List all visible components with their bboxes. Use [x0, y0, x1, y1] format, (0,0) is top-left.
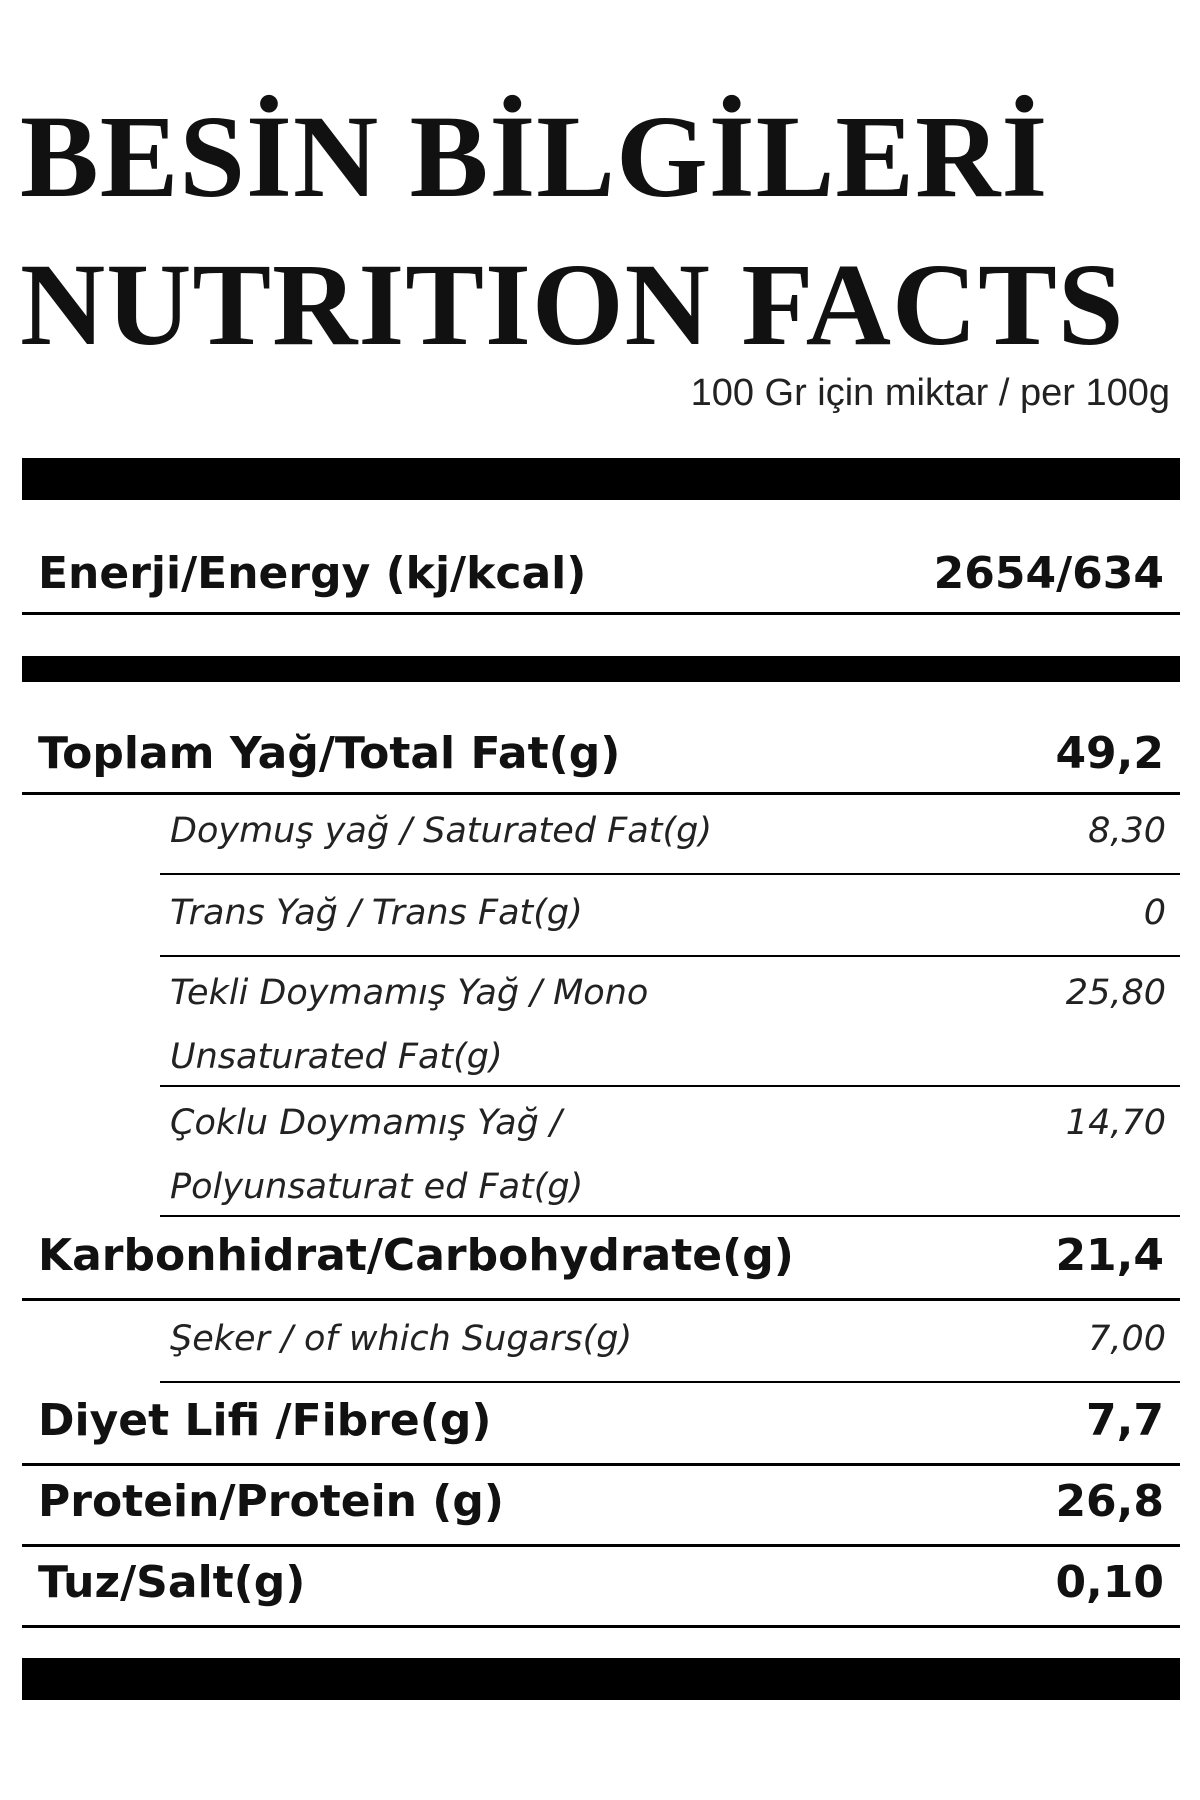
row-value: 8,30 [1088, 811, 1166, 851]
row-label: Karbonhidrat/Carbohydrate(g) [38, 1230, 794, 1281]
thick-divider [22, 656, 1180, 682]
row-value: 7,7 [1086, 1395, 1164, 1446]
row-value: 26,8 [1055, 1476, 1164, 1527]
row-label: Çoklu Doymamış Yağ / Polyunsaturat ed Fa… [170, 1103, 584, 1207]
row-sugars: Şeker / of which Sugars(g) 7,00 [160, 1301, 1180, 1383]
thick-divider [22, 458, 1180, 500]
row-protein: Protein/Protein (g) 26,8 [22, 1466, 1180, 1547]
row-energy: Enerji/Energy (kj/kcal) 2654/634 [22, 540, 1180, 615]
row-poly-unsaturated-fat: Çoklu Doymamış Yağ / Polyunsaturat ed Fa… [160, 1087, 1180, 1217]
row-value: 25,80 [1065, 973, 1166, 1013]
thick-divider [22, 1658, 1180, 1700]
row-label: Doymuş yağ / Saturated Fat(g) [170, 811, 712, 851]
row-value: 0 [1143, 893, 1166, 933]
serving-size: 100 Gr için miktar / per 100g [690, 372, 1170, 414]
row-label: Tekli Doymamış Yağ / Mono Unsaturated Fa… [170, 973, 649, 1077]
row-carbohydrate: Karbonhidrat/Carbohydrate(g) 21,4 [22, 1218, 1180, 1301]
row-label: Tuz/Salt(g) [38, 1557, 306, 1608]
row-fibre: Diyet Lifi /Fibre(g) 7,7 [22, 1383, 1180, 1466]
row-label: Diyet Lifi /Fibre(g) [38, 1395, 492, 1446]
row-value: 2654/634 [933, 548, 1164, 599]
row-value: 7,00 [1088, 1319, 1166, 1359]
row-label: Trans Yağ / Trans Fat(g) [170, 893, 583, 933]
row-mono-unsaturated-fat: Tekli Doymamış Yağ / Mono Unsaturated Fa… [160, 957, 1180, 1087]
title-turkish: BESİN BİLGİLERİ [20, 91, 1049, 222]
row-label: Şeker / of which Sugars(g) [170, 1319, 633, 1359]
row-value: 49,2 [1055, 728, 1164, 779]
row-saturated-fat: Doymuş yağ / Saturated Fat(g) 8,30 [160, 795, 1180, 875]
row-label: Enerji/Energy (kj/kcal) [38, 548, 587, 599]
row-value: 14,70 [1065, 1103, 1166, 1143]
row-total-fat: Toplam Yağ/Total Fat(g) 49,2 [22, 720, 1180, 795]
title-english: NUTRITION FACTS [20, 239, 1125, 370]
row-label: Toplam Yağ/Total Fat(g) [38, 728, 621, 779]
row-salt: Tuz/Salt(g) 0,10 [22, 1547, 1180, 1628]
row-label: Protein/Protein (g) [38, 1476, 505, 1527]
row-value: 0,10 [1055, 1557, 1164, 1608]
row-value: 21,4 [1055, 1230, 1164, 1281]
row-trans-fat: Trans Yağ / Trans Fat(g) 0 [160, 875, 1180, 957]
